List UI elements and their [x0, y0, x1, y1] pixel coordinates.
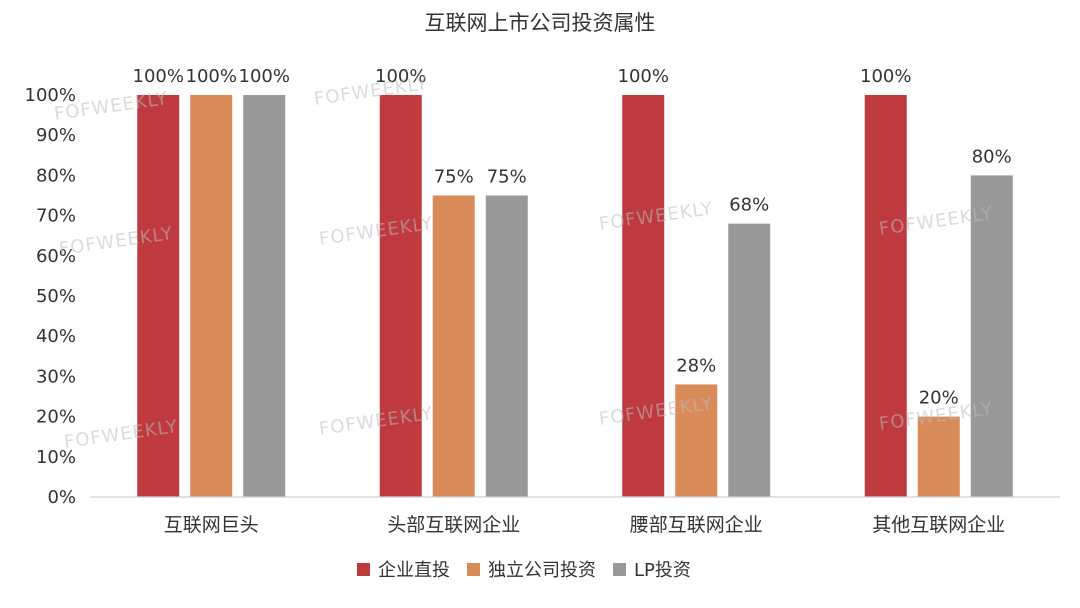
- y-tick-label: 20%: [36, 407, 76, 428]
- legend-item: LP投资: [613, 560, 691, 581]
- bar-data-label: 68%: [729, 195, 769, 216]
- data-labels: 100% 100% 100% 100%75% 75%100%28%68%100%20%8…: [133, 66, 1012, 409]
- y-tick-label: 50%: [36, 286, 76, 307]
- bar: [485, 195, 528, 497]
- legend-swatch: [613, 563, 626, 576]
- legend-label: LP投资: [634, 560, 691, 581]
- bar-data-label: 100%: [618, 66, 669, 87]
- bar-data-label: 100%: [186, 66, 237, 87]
- bar-data-label: 100%: [133, 66, 184, 87]
- x-tick-label: 互联网巨头: [164, 514, 259, 536]
- bar-data-label: 20%: [919, 388, 959, 409]
- bar: [379, 95, 422, 497]
- y-tick-label: 60%: [36, 246, 76, 267]
- legend-label: 企业直投: [378, 560, 450, 581]
- bar-data-label: 28%: [676, 355, 716, 376]
- bar: [243, 95, 286, 497]
- legend: 企业直投 独立公司投资 LP投资: [357, 560, 691, 581]
- bar: [728, 223, 771, 497]
- bar: [137, 95, 180, 497]
- bar: [917, 416, 960, 497]
- x-axis: 互联网巨头 头部互联网企业 腰部互联网企业 其他互联网企业: [164, 514, 1006, 536]
- bar: [970, 175, 1013, 497]
- bar: [675, 384, 718, 497]
- bar: [190, 95, 233, 497]
- legend-swatch: [357, 563, 370, 576]
- bars: [137, 95, 1013, 497]
- bar: [622, 95, 665, 497]
- bar-data-label: 80%: [972, 146, 1012, 167]
- bar: [864, 95, 907, 497]
- chart-title: 互联网上市公司投资属性: [425, 11, 656, 35]
- bar-data-label: 100%: [375, 66, 426, 87]
- y-tick-label: 40%: [36, 326, 76, 347]
- legend-item: 企业直投: [357, 560, 450, 581]
- x-tick-label: 腰部互联网企业: [630, 514, 763, 536]
- bar-data-label: 75%: [434, 167, 474, 188]
- y-tick-label: 10%: [36, 447, 76, 468]
- y-tick-label: 70%: [36, 206, 76, 227]
- y-tick-label: 30%: [36, 366, 76, 387]
- y-tick-label: 90%: [36, 125, 76, 146]
- y-tick-label: 0%: [47, 487, 76, 508]
- bar: [432, 195, 475, 497]
- x-tick-label: 其他互联网企业: [872, 514, 1005, 536]
- bar-data-label: 100%: [239, 66, 290, 87]
- y-axis: 0% 10% 20% 30% 40% 50% 60% 70% 80% 90% 100%: [25, 85, 76, 508]
- y-tick-label: 80%: [36, 165, 76, 186]
- y-tick-label: 100%: [25, 85, 76, 106]
- legend-item: 独立公司投资: [467, 560, 596, 581]
- legend-swatch: [467, 563, 480, 576]
- x-tick-label: 头部互联网企业: [387, 514, 520, 536]
- bar-data-label: 100%: [860, 66, 911, 87]
- bar-data-label: 75%: [487, 167, 527, 188]
- legend-label: 独立公司投资: [488, 560, 596, 581]
